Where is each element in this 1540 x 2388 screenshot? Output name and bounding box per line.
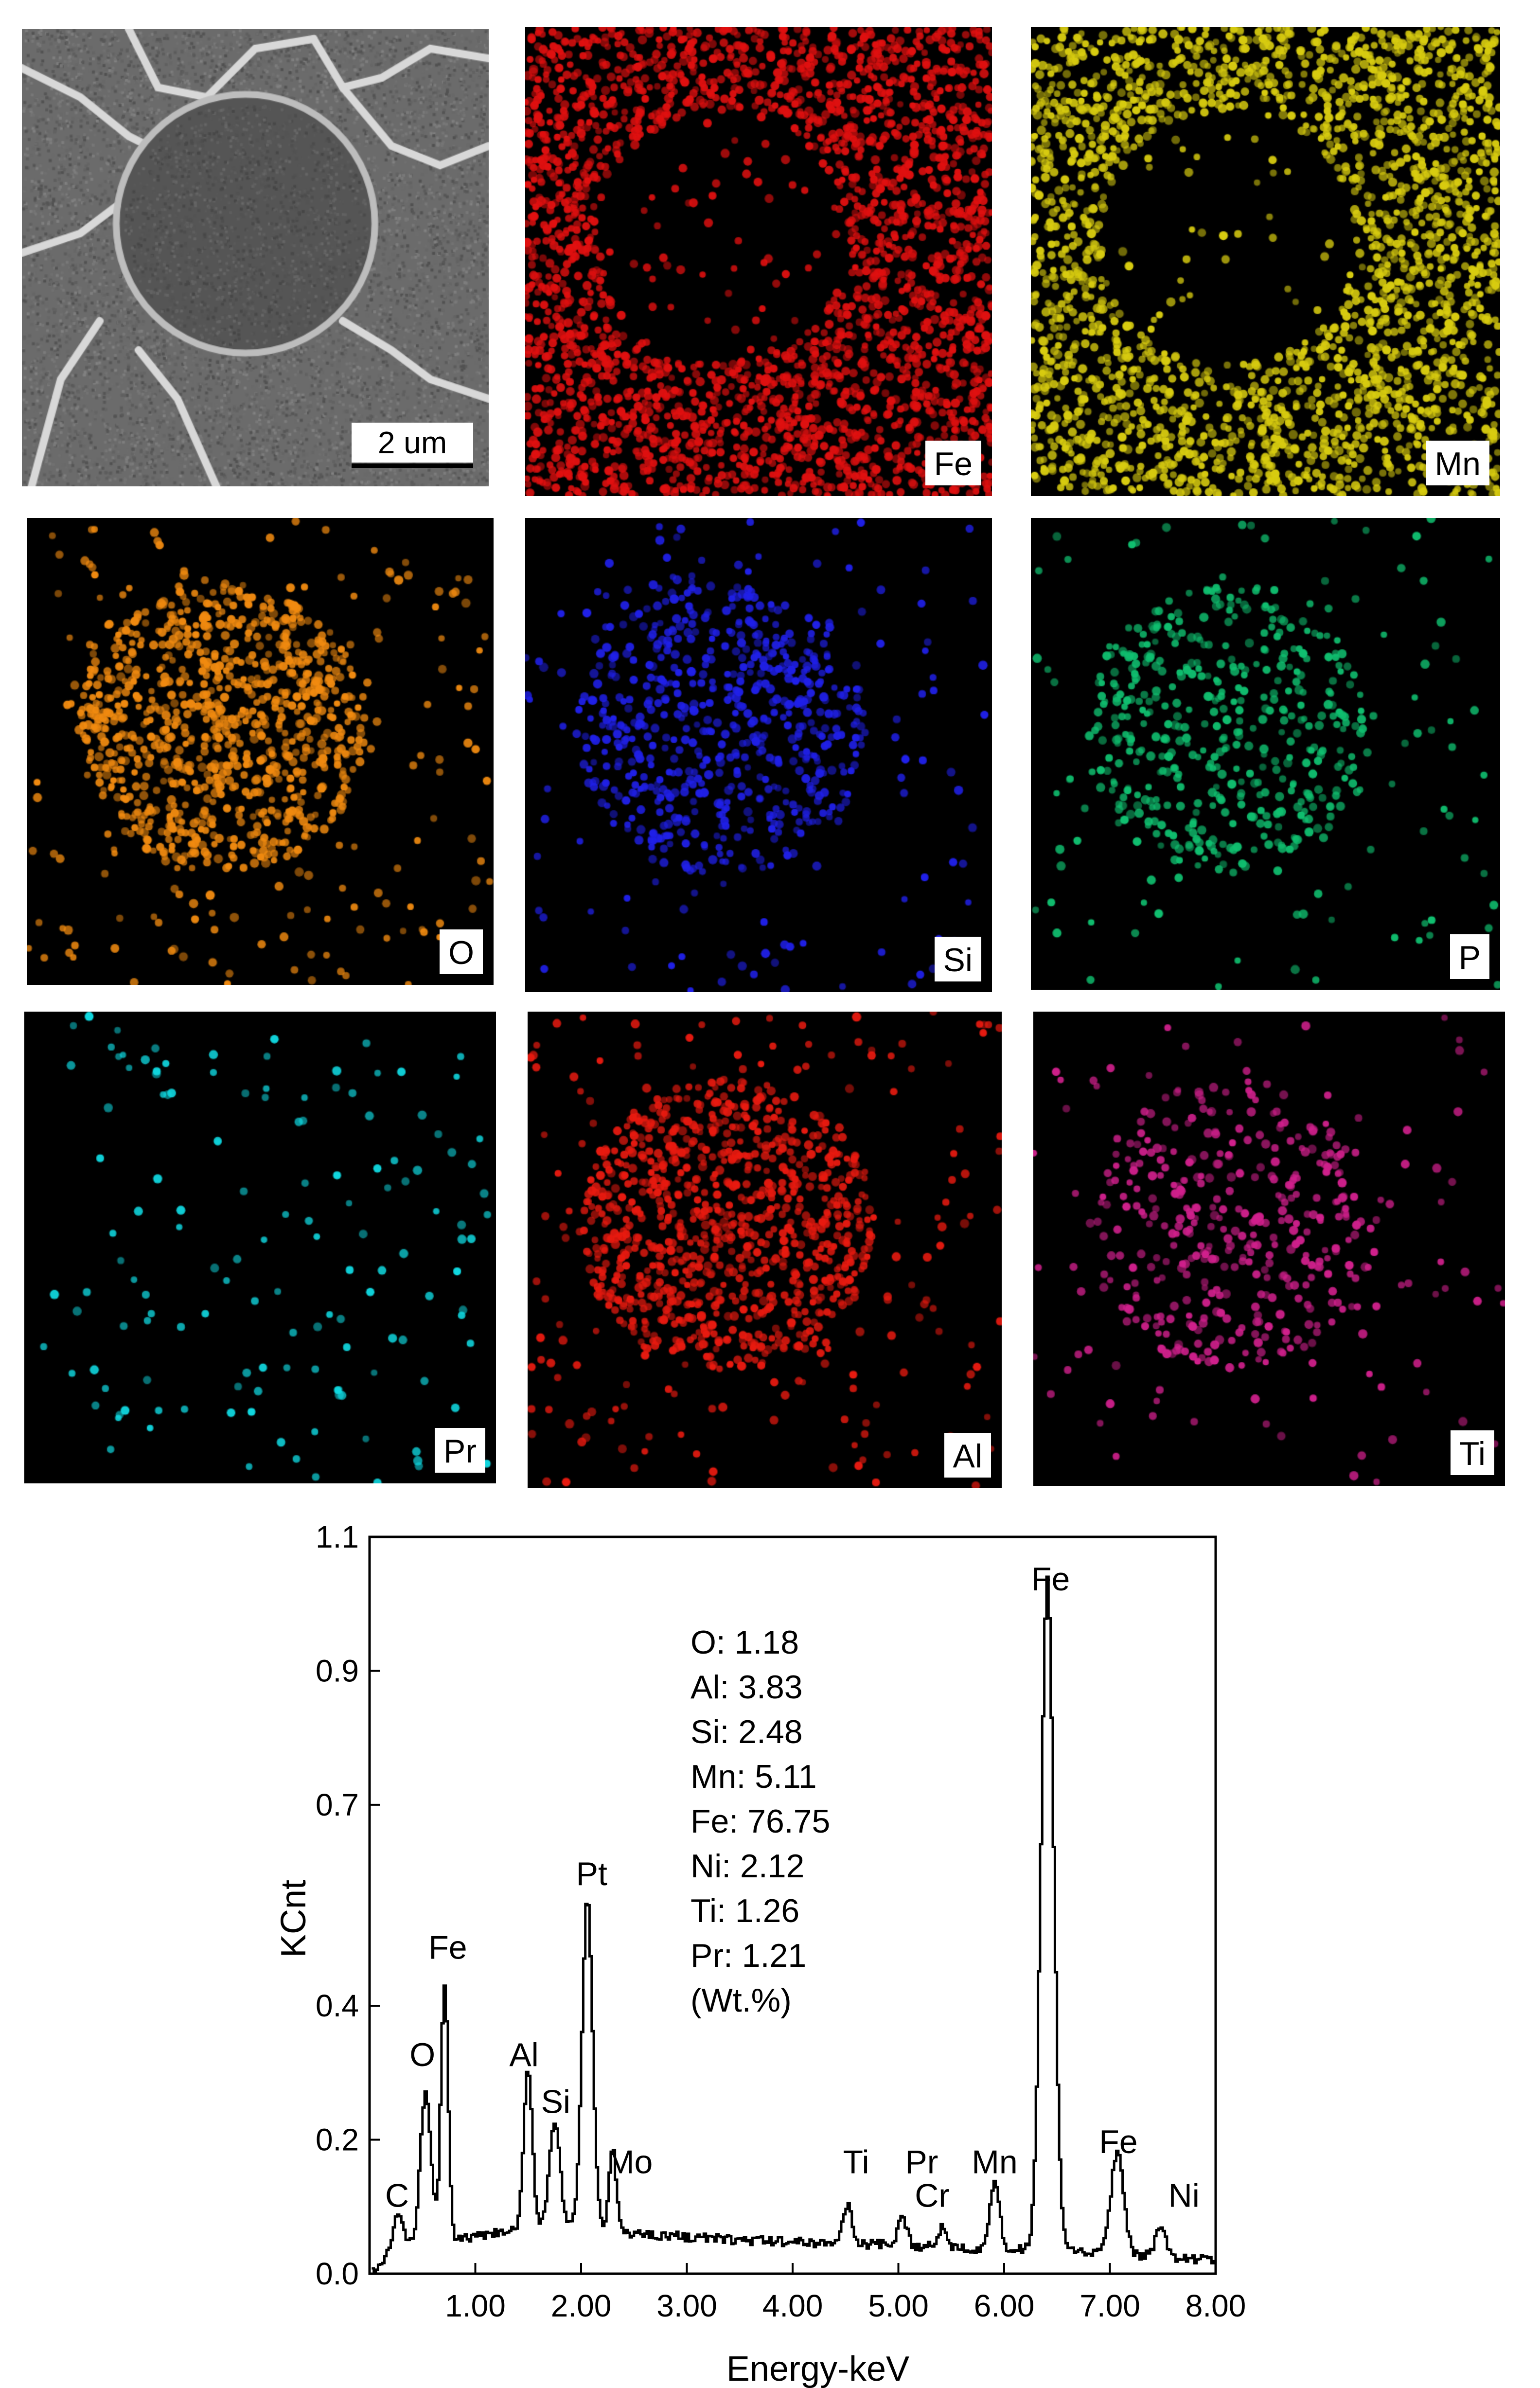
x-tick-label: 4.00 [762,2288,823,2323]
map-panel-mn: Mn [1031,27,1500,496]
al-map [528,1012,1002,1488]
composition-line: (Wt.%) [690,1982,792,2019]
si-map [525,518,992,992]
scale-bar: 2 um [352,423,473,468]
fe-map [525,27,992,496]
x-tick-label: 7.00 [1080,2288,1140,2323]
y-tick-label: 0.7 [316,1787,359,1822]
composition-line: Si: 2.48 [690,1713,803,1750]
element-label-o: O [440,929,483,974]
element-label-si: Si [934,937,981,981]
peak-label: Fe [1031,1561,1070,1598]
map-panel-pr: Pr [24,1012,496,1483]
sem-image [22,29,489,486]
eds-spectrum-chart: 1.00 2.00 3.00 4.00 5.00 6.00 7.00 8.00 0.0 0.2 0.… [274,1519,1246,2388]
sem-image-panel: 2 um [22,29,489,486]
mn-map [1031,27,1500,496]
composition-annotation: O: 1.18 Al: 3.83 Si: 2.48 Mn: 5.11 Fe: 76.75… [690,1624,830,2019]
y-tick-label: 0.2 [316,2122,359,2157]
p-map [1031,518,1500,990]
peak-label: Pr [905,2143,938,2180]
peak-label: Si [541,2083,570,2120]
scale-bar-label: 2 um [352,423,473,463]
o-map [27,518,494,985]
y-tick-label: 0.9 [316,1653,359,1688]
peak-label: Fe [1099,2123,1137,2160]
element-label-al: Al [944,1433,991,1478]
x-tick-label: 2.00 [551,2288,612,2323]
peak-label: Mn [972,2143,1017,2180]
tick-labels: 1.00 2.00 3.00 4.00 5.00 6.00 7.00 8.00 0.0 0.2 0.… [316,1519,1246,2323]
map-panel-ti: Ti [1033,1012,1505,1486]
peak-label: Pt [576,1855,607,1892]
x-tick-label: 5.00 [868,2288,929,2323]
map-panel-o: O [27,518,494,985]
y-tick-label: 1.1 [316,1519,359,1554]
peak-label: Ti [843,2143,869,2180]
x-tick-label: 3.00 [656,2288,717,2323]
element-label-mn: Mn [1426,441,1489,485]
composition-line: Ni: 2.12 [690,1848,804,1885]
element-label-ti: Ti [1450,1430,1494,1475]
pr-map [24,1012,496,1483]
composition-line: O: 1.18 [690,1624,799,1661]
x-tick-label: 1.00 [445,2288,506,2323]
map-panel-p: P [1031,518,1500,990]
y-axis-label: KCnt [274,1880,313,1958]
peak-label: Mo [607,2143,653,2180]
peak-label: O [409,2036,435,2073]
map-panel-fe: Fe [525,27,992,496]
composition-line: Al: 3.83 [690,1669,803,1706]
peak-label: Al [509,2036,538,2073]
peak-label: C [385,2177,409,2214]
x-tick-label: 6.00 [974,2288,1035,2323]
x-axis-label: Energy-keV [726,2350,909,2388]
element-label-fe: Fe [925,441,981,485]
composition-line: Pr: 1.21 [690,1937,806,1974]
ti-map [1033,1012,1505,1486]
peak-label: Ni [1168,2177,1200,2214]
composition-line: Fe: 76.75 [690,1803,830,1840]
y-tick-label: 0.0 [316,2256,359,2291]
spectrum-line [372,1575,1217,2275]
peak-label: Fe [428,1929,467,1966]
map-panel-si: Si [525,518,992,992]
map-panel-al: Al [528,1012,1002,1488]
chart-axes [368,1535,1217,2275]
element-label-pr: Pr [435,1428,485,1473]
composition-line: Mn: 5.11 [690,1758,817,1795]
composition-line: Ti: 1.26 [690,1892,799,1929]
y-tick-label: 0.4 [316,1988,359,2023]
element-label-p: P [1450,934,1489,979]
x-tick-label: 8.00 [1186,2288,1246,2323]
peak-label: Cr [915,2177,950,2214]
